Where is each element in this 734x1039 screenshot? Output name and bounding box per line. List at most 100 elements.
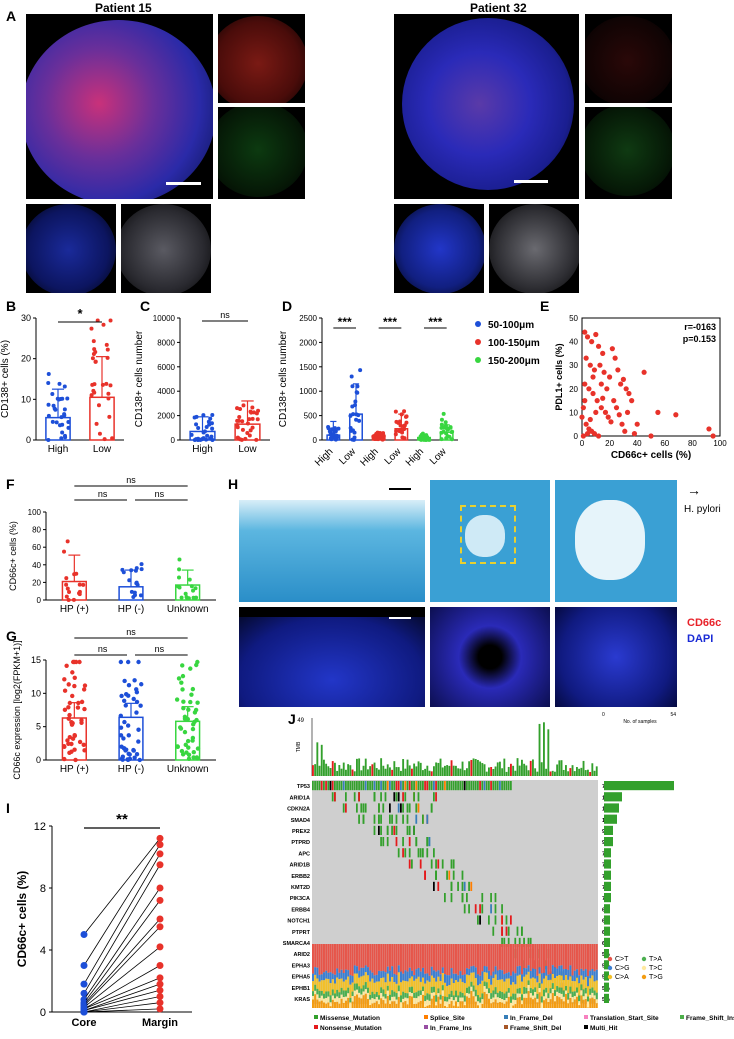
- snv-segment-128-3: [593, 990, 596, 996]
- data-point-F-1: [139, 567, 144, 572]
- data-point-E-13: [612, 355, 618, 361]
- snv-segment-102-1: [536, 975, 539, 983]
- y-tick-label-F: 60: [32, 543, 41, 552]
- mutation-legend-marker-2: [424, 1015, 428, 1019]
- tmb-bar-6: [325, 763, 328, 776]
- snv-segment-18-3: [351, 991, 354, 997]
- data-point-G-2: [190, 726, 196, 732]
- snv-segment-100-1: [532, 968, 534, 978]
- dapi-legend: DAPI: [687, 633, 714, 645]
- data-point-G-1: [120, 754, 126, 759]
- snv-segment-25-2: [367, 975, 369, 988]
- snv-segment-122-3: [580, 984, 583, 991]
- snv-segment-6-4: [325, 998, 328, 1004]
- snv-segment-77-1: [481, 971, 484, 981]
- data-point-D-1: [352, 435, 357, 440]
- data-point-C-0: [196, 425, 201, 430]
- snv-segment-23-3: [362, 985, 365, 992]
- snv-segment-128-4: [593, 995, 596, 1000]
- data-point-B-1: [104, 342, 109, 347]
- snv-segment-6-1: [325, 970, 328, 979]
- data-point-C-0: [205, 433, 210, 438]
- snv-segment-111-1: [556, 968, 559, 977]
- x-tick-label-B-1: Low: [93, 444, 112, 455]
- data-point-E-40: [616, 412, 622, 418]
- snv-segment-55-2: [433, 977, 435, 987]
- snv-segment-119-1: [573, 970, 576, 982]
- snv-segment-100-5: [532, 999, 534, 1008]
- snv-segment-85-3: [499, 991, 501, 999]
- data-point-E-55: [582, 398, 588, 404]
- snv-segment-11-3: [336, 989, 339, 997]
- snv-segment-33-3: [384, 994, 387, 999]
- snv-segment-60-4: [444, 1001, 446, 1006]
- data-point-G-2: [188, 699, 193, 705]
- snv-segment-97-4: [525, 993, 528, 998]
- snv-segment-110-3: [554, 990, 556, 996]
- data-point-G-0: [62, 688, 68, 693]
- data-point-G-2: [194, 717, 199, 723]
- snv-segment-90-2: [510, 984, 512, 997]
- core-point-I-2: [80, 980, 88, 988]
- snv-segment-123-3: [582, 989, 585, 997]
- mutation-cell-0-51: [424, 781, 426, 791]
- snv-segment-67-3: [459, 991, 462, 998]
- snv-segment-32-2: [382, 977, 385, 990]
- snv-segment-0-5: [312, 999, 314, 1008]
- mutation-cell-2-10: [389, 803, 391, 813]
- mutation-cell-6-5: [419, 848, 422, 858]
- snv-segment-86-5: [501, 1002, 504, 1008]
- snv-segment-5-0: [323, 944, 325, 973]
- mutation-cell-1-15: [404, 792, 407, 802]
- snv-segment-78-2: [483, 972, 486, 982]
- snv-segment-111-2: [556, 976, 559, 987]
- data-point-E-0: [582, 329, 588, 335]
- snv-segment-13-1: [340, 969, 343, 979]
- snv-segment-26-0: [369, 944, 372, 971]
- data-point-D-5: [443, 420, 448, 425]
- snv-segment-119-0: [573, 944, 576, 971]
- snv-segment-42-5: [404, 1001, 407, 1008]
- snv-segment-112-0: [558, 944, 561, 966]
- snv-segment-58-0: [439, 944, 442, 975]
- data-point-D-5: [450, 429, 455, 434]
- data-point-G-0: [79, 699, 85, 705]
- snv-segment-23-0: [362, 944, 365, 968]
- margin-point-I-6: [156, 915, 164, 923]
- tmb-bar-28: [373, 762, 376, 776]
- snv-segment-72-5: [470, 990, 473, 1008]
- snv-segment-114-5: [562, 1001, 565, 1008]
- snv-segment-76-0: [479, 944, 482, 976]
- data-point-C-0: [208, 416, 213, 421]
- x-tick-label-C-0: High: [192, 444, 213, 455]
- data-point-G-2: [179, 748, 185, 754]
- data-point-D-5: [439, 437, 444, 442]
- snv-segment-13-0: [340, 944, 343, 970]
- data-point-B-1: [105, 347, 110, 352]
- data-point-G-1: [121, 736, 126, 741]
- panel-label-e: E: [540, 298, 550, 314]
- data-point-G-0: [62, 677, 67, 682]
- data-point-G-1: [125, 757, 130, 762]
- mutation-cell-0-47: [415, 781, 418, 791]
- data-point-G-2: [184, 750, 189, 755]
- data-point-C-1: [243, 436, 248, 441]
- data-point-G-0: [72, 747, 77, 752]
- tmb-bar-1: [314, 764, 317, 776]
- mutation-cell-9-6: [468, 881, 470, 891]
- snv-segment-28-4: [373, 999, 376, 1003]
- data-point-G-0: [73, 757, 78, 763]
- data-point-G-2: [180, 673, 186, 679]
- pair-line-I-13: [83, 996, 161, 1013]
- mutation-cell-0-41: [402, 781, 404, 791]
- snv-segment-108-3: [549, 988, 552, 994]
- snv-segment-122-0: [580, 944, 583, 969]
- data-point-D-0: [326, 425, 331, 430]
- data-point-C-1: [239, 437, 244, 442]
- snv-segment-77-2: [481, 980, 484, 994]
- pair-line-I-10: [83, 977, 161, 1010]
- snv-segment-75-4: [477, 1001, 479, 1006]
- data-point-G-1: [122, 678, 127, 684]
- snv-segment-66-2: [457, 981, 460, 996]
- snv-segment-34-2: [386, 973, 389, 986]
